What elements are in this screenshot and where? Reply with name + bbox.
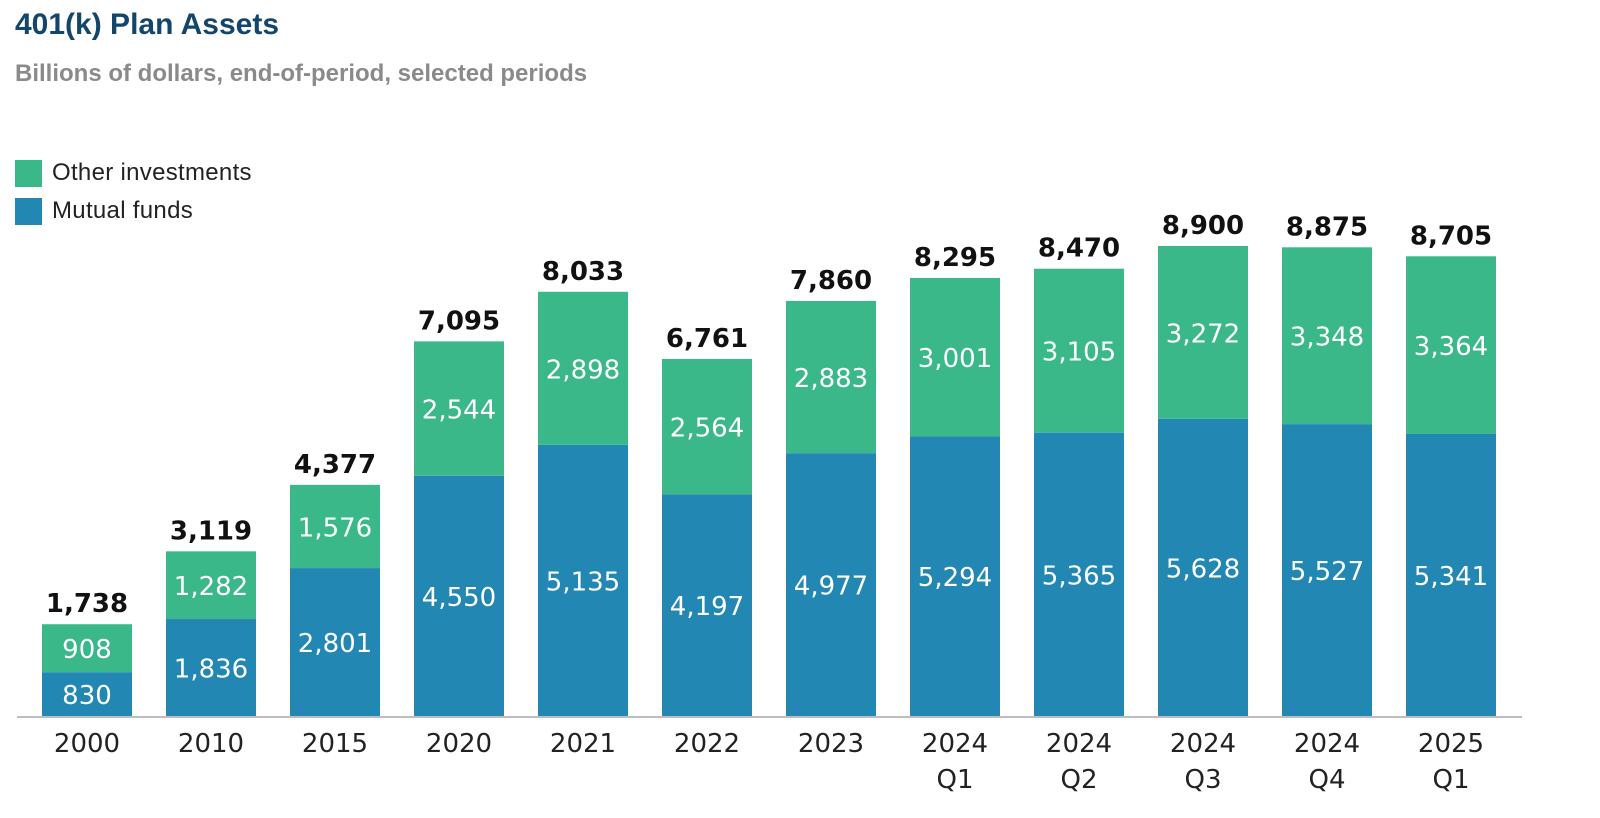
x-tick-label: 2024: [1170, 729, 1236, 759]
bar-mutual-funds: [1034, 432, 1124, 716]
data-label-other-investments: 3,001: [918, 344, 992, 374]
data-label-mutual-funds: 4,977: [794, 572, 868, 602]
data-label-other-investments: 3,272: [1166, 319, 1240, 349]
x-tick-label: Q1: [1432, 765, 1469, 795]
bar-other-investments: [1282, 247, 1372, 425]
data-label-mutual-funds: 5,341: [1414, 562, 1488, 592]
data-label-other-investments: 2,544: [422, 396, 496, 426]
data-label-other-investments: 1,576: [298, 513, 372, 543]
bar-other-investments: [42, 624, 132, 673]
data-label-mutual-funds: 5,135: [546, 567, 620, 597]
legend-label-other-investments: Other investments: [52, 159, 252, 186]
total-label: 7,095: [418, 306, 500, 336]
legend-label-mutual-funds: Mutual funds: [52, 197, 194, 224]
bar-mutual-funds: [166, 619, 256, 716]
chart-subtitle: Billions of dollars, end-of-period, sele…: [15, 60, 588, 87]
data-label-other-investments: 1,282: [174, 572, 248, 602]
total-label: 7,860: [790, 266, 872, 296]
bar-other-investments: [538, 291, 628, 445]
total-label: 1,738: [46, 589, 128, 619]
data-label-mutual-funds: 1,836: [174, 655, 248, 685]
bar-other-investments: [1406, 256, 1496, 434]
data-label-other-investments: 3,105: [1042, 338, 1116, 368]
x-tick-label: 2015: [302, 729, 368, 759]
legend: Other investments Mutual funds: [15, 154, 252, 230]
bar-other-investments: [290, 484, 380, 569]
data-label-mutual-funds: 5,628: [1166, 554, 1240, 584]
data-label-other-investments: 3,348: [1290, 323, 1364, 353]
total-label: 8,470: [1038, 234, 1120, 264]
total-label: 3,119: [170, 516, 252, 546]
data-label-mutual-funds: 2,801: [298, 629, 372, 659]
x-tick-label: 2024: [922, 729, 988, 759]
data-label-mutual-funds: 5,365: [1042, 561, 1116, 591]
total-label: 8,900: [1162, 211, 1244, 241]
chart-title: 401(k) Plan Assets: [15, 8, 280, 41]
total-label: 6,761: [666, 324, 748, 354]
bar-mutual-funds: [290, 568, 380, 716]
legend-item-mutual-funds: Mutual funds: [15, 192, 252, 230]
x-tick-label: Q4: [1308, 765, 1345, 795]
data-label-mutual-funds: 4,197: [670, 592, 744, 622]
total-label: 8,033: [542, 257, 624, 287]
data-label-mutual-funds: 4,550: [422, 583, 496, 613]
bar-mutual-funds: [1158, 418, 1248, 716]
x-tick-label: Q2: [1060, 765, 1097, 795]
data-label-mutual-funds: 5,527: [1290, 557, 1364, 587]
x-tick-label: 2024: [1046, 729, 1112, 759]
bar-other-investments: [910, 277, 1000, 437]
legend-item-other-investments: Other investments: [15, 154, 252, 192]
legend-swatch-other-investments: [15, 159, 42, 187]
bar-other-investments: [166, 551, 256, 620]
bar-mutual-funds: [662, 494, 752, 716]
bar-mutual-funds: [1282, 424, 1372, 716]
x-tick-label: 2025: [1418, 729, 1484, 759]
data-label-other-investments: 2,564: [670, 414, 744, 444]
data-label-mutual-funds: 5,294: [918, 563, 992, 593]
bar-other-investments: [414, 341, 504, 476]
bar-mutual-funds: [1406, 433, 1496, 716]
x-tick-label: Q3: [1184, 765, 1221, 795]
x-tick-label: 2021: [550, 729, 616, 759]
bar-mutual-funds: [910, 436, 1000, 716]
legend-swatch-mutual-funds: [15, 197, 42, 225]
total-label: 8,295: [914, 243, 996, 273]
data-label-other-investments: 3,364: [1414, 332, 1488, 362]
data-label-other-investments: 2,898: [546, 355, 620, 385]
bar-other-investments: [662, 358, 752, 495]
bar-other-investments: [1158, 246, 1248, 419]
x-tick-label: 2023: [798, 729, 864, 759]
bar-mutual-funds: [786, 453, 876, 716]
bar-mutual-funds: [538, 444, 628, 716]
data-label-mutual-funds: 830: [62, 681, 112, 711]
x-tick-label: Q1: [936, 765, 973, 795]
bar-mutual-funds: [414, 475, 504, 716]
total-label: 4,377: [294, 450, 376, 480]
data-label-other-investments: 908: [62, 635, 112, 665]
total-label: 8,875: [1286, 212, 1368, 242]
x-tick-label: 2010: [178, 729, 244, 759]
data-label-other-investments: 2,883: [794, 364, 868, 394]
bar-other-investments: [1034, 268, 1124, 433]
x-tick-label: 2022: [674, 729, 740, 759]
x-tick-label: 2020: [426, 729, 492, 759]
bar-other-investments: [786, 300, 876, 454]
x-tick-label: 2024: [1294, 729, 1360, 759]
bar-mutual-funds: [42, 672, 132, 716]
x-tick-label: 2000: [54, 729, 120, 759]
total-label: 8,705: [1410, 221, 1492, 251]
